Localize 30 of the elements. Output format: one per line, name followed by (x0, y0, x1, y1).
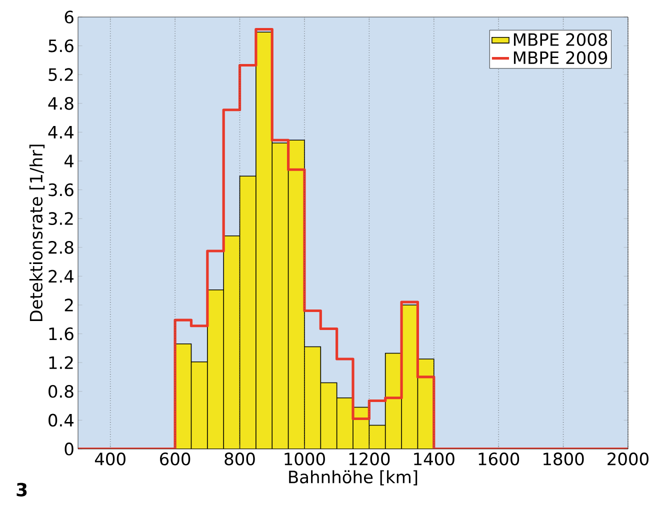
x-tick-label: 400 (94, 452, 126, 466)
x-tick-label: 1800 (544, 452, 584, 466)
x-tick-label: 1200 (349, 452, 390, 466)
y-tick-label: 2.8 (48, 240, 74, 254)
y-tick-label: 0 (64, 442, 74, 456)
y-tick-label: 3.2 (48, 212, 73, 226)
y-tick-label: 4.4 (48, 126, 74, 138)
y-tick-label: 4 (64, 154, 74, 168)
x-tick-label: 2000 (608, 452, 648, 466)
y-tick-label: 5.2 (48, 68, 73, 82)
x-tick-label: 800 (224, 452, 255, 466)
y-tick-label: 0.8 (48, 384, 74, 398)
y-tick-label: 1.6 (49, 327, 74, 340)
x-tick-label: 1000 (284, 452, 325, 466)
legend-label: MBPE 2008 (514, 33, 608, 46)
y-tick-label: 6 (64, 10, 74, 24)
y-axis-title: Detektionsrate [1/hr] (29, 144, 45, 322)
text: 3 (16, 482, 27, 496)
legend-label: MBPE 2009 (514, 51, 608, 64)
x-tick-label: 1600 (478, 452, 520, 466)
x-tick-label: 1400 (414, 452, 454, 466)
y-tick-label: 4.8 (48, 96, 74, 110)
y-tick-label: 1.2 (49, 356, 73, 369)
y-tick-label: 2.4 (48, 270, 74, 282)
y-tick-label: 5.6 (48, 39, 74, 52)
y-tick-label: 2 (64, 298, 73, 312)
x-tick-label: 600 (160, 452, 190, 466)
x-axis-title: Bahnhöhe [km] (289, 470, 418, 486)
y-tick-label: 3.6 (48, 183, 74, 196)
y-tick-label: 0.4 (48, 414, 74, 427)
